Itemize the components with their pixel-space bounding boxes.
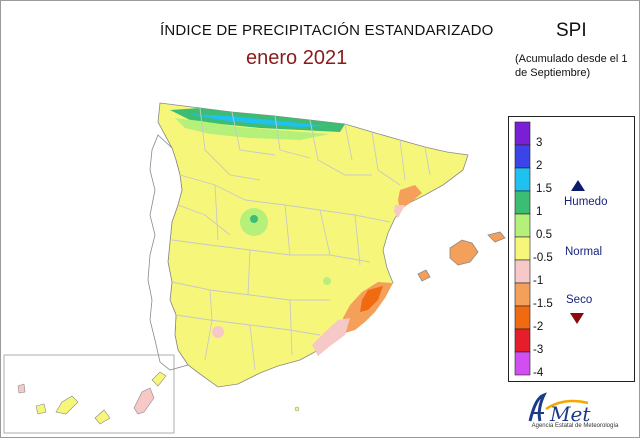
north-moderate-wet bbox=[175, 118, 330, 140]
province-borders bbox=[171, 107, 431, 371]
legend-wet-label: Humedo bbox=[564, 196, 608, 208]
legend-tick-label: 3 bbox=[536, 137, 543, 149]
aemet-logo: Met bbox=[528, 392, 591, 426]
cantabrian-wet-edge bbox=[190, 114, 325, 127]
legend-tick-label: 0.5 bbox=[536, 229, 552, 241]
ceuta-spot bbox=[294, 406, 300, 412]
svg-text:Met: Met bbox=[549, 402, 591, 426]
legend-dry-label: Seco bbox=[566, 294, 593, 306]
legend-normal-label: Normal bbox=[565, 246, 603, 258]
catalonia-dry-area bbox=[398, 185, 422, 210]
canary-island-3 bbox=[55, 395, 79, 415]
canary-island-6 bbox=[151, 371, 167, 387]
canary-island-2 bbox=[35, 403, 47, 415]
dry-arrow-icon bbox=[570, 313, 584, 324]
legend-tick-label: -1.5 bbox=[533, 298, 553, 310]
legend-tick-label: -2 bbox=[533, 321, 544, 333]
canary-island-1 bbox=[17, 383, 26, 394]
logo-subtitle: Agencia Estatal de Meteorología bbox=[531, 423, 619, 429]
period-label: enero 2021 bbox=[246, 47, 348, 69]
legend-tick-label: -3 bbox=[533, 344, 544, 356]
accumulation-note: (Acumulado desde el 1 de Septiembre) bbox=[515, 53, 628, 79]
mallorca-shape bbox=[449, 239, 479, 266]
wet-arrow-icon bbox=[571, 180, 585, 191]
catalonia-moderate-dry bbox=[394, 205, 405, 218]
southeast-wet-spot bbox=[323, 277, 331, 285]
legend-tick-label: -0.5 bbox=[533, 252, 553, 264]
canary-island-4 bbox=[94, 409, 111, 425]
portugal-shape bbox=[147, 134, 189, 371]
central-wet-core bbox=[250, 215, 258, 223]
canary-island-5 bbox=[133, 387, 155, 415]
canary-inset-frame bbox=[3, 354, 175, 434]
ibiza-shape bbox=[417, 269, 431, 282]
southeast-moderate-dry bbox=[312, 318, 350, 356]
legend-tick-label: 1 bbox=[536, 206, 543, 218]
menorca-shape bbox=[487, 231, 506, 243]
legend-tick-label: -4 bbox=[533, 367, 544, 379]
legend-tick-label: 1.5 bbox=[536, 183, 552, 195]
map-title: ÍNDICE DE PRECIPITACIÓN ESTANDARIZADO bbox=[160, 22, 494, 39]
legend-tick-label: 2 bbox=[536, 160, 543, 172]
south-dry-spot bbox=[212, 326, 224, 338]
index-code: SPI bbox=[556, 20, 587, 41]
legend-tick-label: -1 bbox=[533, 275, 544, 287]
levante-very-dry-core bbox=[360, 286, 383, 312]
